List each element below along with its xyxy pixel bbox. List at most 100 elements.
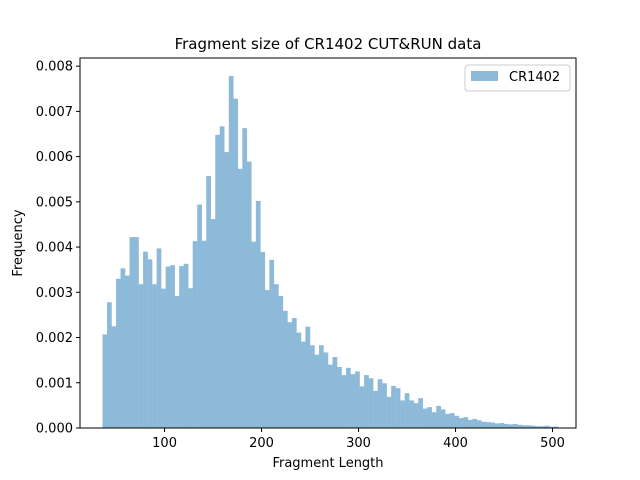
histogram-bar — [517, 424, 523, 428]
histogram-bar — [197, 204, 202, 428]
histogram-bar — [156, 248, 162, 428]
histogram-bar — [210, 219, 216, 428]
histogram-bar — [260, 252, 266, 428]
histogram-bar — [102, 334, 108, 428]
bars-group — [102, 76, 559, 429]
histogram-bar — [463, 417, 469, 428]
legend: CR1402 — [464, 64, 571, 92]
histogram-bar — [472, 418, 478, 428]
histogram-bar — [246, 161, 252, 428]
y-tick-label: 0.003 — [36, 286, 73, 301]
histogram-bar — [224, 152, 230, 428]
histogram-bar — [427, 407, 432, 428]
histogram-bar — [422, 408, 428, 428]
histogram-bar — [296, 332, 302, 428]
histogram-bar — [494, 423, 500, 428]
histogram-bar — [282, 310, 288, 428]
histogram-bar — [346, 367, 351, 428]
histogram-bar — [174, 295, 180, 428]
histogram-bar — [188, 288, 193, 428]
y-tick-label: 0.008 — [36, 60, 73, 75]
histogram-bar — [418, 398, 423, 428]
y-tick-label: 0.007 — [36, 105, 73, 120]
y-tick-label: 0.002 — [36, 331, 73, 346]
y-tick-label: 0.000 — [36, 422, 73, 437]
histogram-bar — [521, 425, 527, 428]
histogram-bar — [165, 266, 171, 428]
histogram-bar — [431, 412, 437, 428]
histogram-bar — [332, 356, 338, 428]
histogram-bar — [440, 409, 446, 428]
histogram-bar — [445, 413, 451, 428]
histogram-bar — [553, 426, 559, 428]
histogram-bar — [337, 366, 342, 428]
histogram-bar — [120, 268, 126, 428]
histogram-bar — [251, 241, 257, 428]
histogram-bar — [314, 354, 320, 428]
histogram-bar — [278, 295, 284, 428]
x-axis-ticks: 100 200 300 400 500 — [152, 428, 565, 451]
histogram-bar — [413, 403, 419, 428]
histogram-bar — [373, 390, 378, 428]
histogram-bar — [228, 76, 234, 428]
histogram-bar — [323, 352, 329, 428]
histogram-bar — [300, 341, 306, 428]
histogram-bar — [544, 425, 550, 428]
histogram-bar — [269, 259, 275, 428]
legend-swatch — [471, 71, 498, 81]
histogram-bar — [129, 237, 135, 428]
histogram-bar — [499, 423, 505, 428]
histogram-bar — [436, 405, 441, 428]
plot-frame — [79, 57, 577, 429]
histogram-bar — [404, 393, 410, 428]
histogram-bar — [152, 284, 157, 428]
x-tick-label: 300 — [346, 436, 371, 451]
histogram-bar — [350, 374, 356, 428]
histogram-bar — [111, 326, 117, 428]
histogram-bar — [215, 134, 221, 428]
histogram-bar — [359, 386, 365, 428]
histogram-bar — [391, 385, 396, 428]
histogram-bar — [107, 302, 112, 428]
histogram-bar — [161, 288, 166, 428]
y-tick-label: 0.001 — [36, 376, 73, 391]
histogram-bar — [179, 266, 184, 428]
histogram-bar — [341, 375, 347, 428]
histogram-bar — [291, 318, 297, 428]
histogram-bar — [481, 421, 487, 428]
histogram-bar — [147, 259, 153, 428]
histogram-bar — [143, 251, 148, 428]
histogram-bar — [386, 396, 392, 428]
y-axis-label: Frequency — [11, 209, 26, 276]
histogram-bar — [318, 345, 324, 428]
histogram-bar — [485, 422, 491, 428]
x-tick-label: 200 — [249, 436, 274, 451]
histogram-bar — [273, 284, 279, 428]
histogram-bar — [377, 379, 383, 428]
histogram-bar — [125, 275, 130, 428]
histogram-bar — [355, 371, 360, 428]
histogram-bar — [454, 415, 460, 428]
histogram-bar — [548, 426, 554, 428]
histogram-bar — [395, 388, 401, 428]
histogram-bar — [309, 345, 315, 428]
histogram-bar — [237, 168, 243, 428]
histogram-bar — [328, 364, 333, 428]
histogram-bar — [382, 383, 387, 428]
chart-title: Fragment size of CR1402 CUT&RUN data — [175, 35, 482, 53]
histogram-bar — [305, 326, 311, 428]
histogram-bar — [467, 419, 473, 428]
histogram-bar — [512, 423, 518, 428]
histogram-bar — [526, 425, 532, 428]
histogram-bar — [206, 176, 211, 428]
histogram-bar — [233, 98, 239, 429]
y-tick-label: 0.004 — [36, 241, 73, 256]
legend-label: CR1402 — [509, 70, 560, 85]
histogram-bar — [364, 375, 369, 428]
x-tick-label: 400 — [443, 436, 468, 451]
histogram-bar — [116, 278, 121, 428]
histogram-bar — [530, 425, 536, 428]
histogram-bar — [242, 128, 248, 429]
